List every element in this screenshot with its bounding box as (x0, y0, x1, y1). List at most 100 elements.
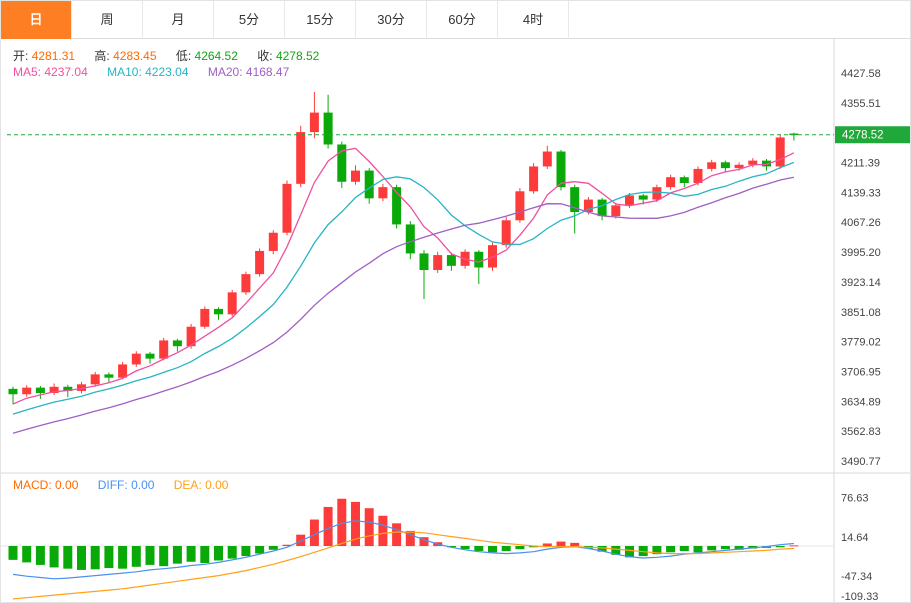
macd-bar (63, 546, 73, 569)
macd-bar (679, 546, 689, 552)
ohlc-summary: 开: 4281.31 高: 4283.45 低: 4264.52 收: 4278… (13, 47, 335, 64)
candle-body (762, 160, 771, 167)
candle-body (652, 187, 662, 200)
candle-body (337, 144, 347, 182)
macd-bar (501, 546, 511, 552)
price-axis-tick: 3779.02 (841, 337, 881, 349)
candle-body (241, 274, 251, 293)
candle-body (775, 137, 785, 167)
tab-day[interactable]: 日 (1, 1, 72, 39)
price-axis-tick: 3562.83 (841, 426, 881, 438)
dea-field: DEA: 0.00 (173, 478, 229, 492)
candle-body (77, 384, 86, 391)
high-field: 高: 4283.45 (94, 49, 157, 63)
macd-bar (159, 546, 169, 567)
ma20-value: 4168.47 (245, 65, 290, 79)
candle-body (145, 353, 155, 359)
ma10-field: MA10: 4223.04 (107, 65, 189, 79)
macd-bar (666, 546, 676, 553)
chart-canvas[interactable]: 4278.52 4427.58 4355.51 4211.39 4139.33 4067.… (1, 39, 910, 603)
macd-bar (652, 546, 662, 555)
price-axis-tick: 3995.20 (841, 247, 881, 259)
macd-bar (351, 501, 360, 546)
macd-bar (77, 546, 86, 570)
candle-body (104, 374, 114, 378)
macd-bar (49, 546, 59, 568)
macd-summary: MACD: 0.00 DIFF: 0.00 DEA: 0.00 (13, 478, 244, 492)
chart-svg: 4278.52 4427.58 4355.51 4211.39 4139.33 4067.… (1, 39, 910, 603)
macd-axis-tick: -109.33 (841, 591, 878, 603)
candle-body (255, 250, 265, 275)
tab-week[interactable]: 周 (72, 1, 143, 39)
low-value: 4264.52 (194, 49, 238, 63)
macd-bar (35, 546, 45, 565)
macd-bar (378, 515, 388, 546)
ma20-line (12, 176, 795, 434)
ma5-line (12, 147, 795, 405)
macd-bar (748, 546, 758, 549)
tab-month[interactable]: 月 (143, 1, 214, 39)
macd-bar (214, 546, 223, 561)
price-axis-tick: 3851.08 (841, 307, 881, 319)
macd-bar (488, 546, 497, 553)
candle-body (118, 364, 128, 378)
macd-bar (241, 546, 251, 557)
macd-histogram (8, 498, 799, 570)
macd-bar (22, 546, 32, 563)
macd-bar (296, 534, 306, 546)
axis-labels: 4427.58 4355.51 4211.39 4139.33 4067.26 3995.… (841, 68, 881, 603)
macd-bar (515, 546, 525, 550)
macd-bar (529, 546, 539, 548)
candle-body (159, 340, 169, 359)
candle-body (529, 166, 539, 192)
candle-body (707, 162, 717, 169)
macd-bar (227, 546, 237, 559)
macd-bar (556, 541, 566, 546)
tab-5min[interactable]: 5分 (214, 1, 285, 39)
candle-body (323, 112, 333, 145)
tab-4hour[interactable]: 4时 (498, 1, 569, 39)
macd-bar (542, 543, 552, 546)
candle-body (392, 187, 402, 225)
price-axis-tick: 4211.39 (841, 158, 880, 170)
current-price-tag-value: 4278.52 (842, 130, 884, 142)
candle-body (419, 253, 429, 270)
candle-body (625, 195, 634, 206)
price-axis-tick: 3923.14 (841, 277, 881, 289)
close-value: 4278.52 (275, 49, 320, 63)
macd-bar (255, 546, 265, 554)
grid-layer (1, 39, 910, 602)
diff-field: DIFF: 0.00 (97, 478, 155, 492)
candle-body (433, 255, 443, 270)
timeframe-tabs: 日 周 月 5分 15分 30分 60分 4时 (1, 1, 910, 39)
macd-bar (337, 498, 347, 546)
macd-bar (597, 546, 607, 552)
price-axis-tick: 4139.33 (841, 187, 881, 199)
price-axis-tick: 3706.95 (841, 366, 881, 378)
macd-bar (104, 546, 114, 569)
candle-body (35, 387, 45, 394)
candle-body (542, 151, 552, 167)
candle-body (720, 162, 730, 169)
macd-axis-tick: 14.64 (841, 532, 869, 544)
tab-60min[interactable]: 60分 (427, 1, 498, 39)
macd-bar (392, 523, 402, 546)
macd-bar (419, 537, 429, 546)
ma20-field: MA20: 4168.47 (207, 65, 290, 79)
macd-value: 0.00 (55, 478, 79, 492)
candle-body (378, 187, 388, 199)
open-field: 开: 4281.31 (13, 49, 76, 63)
macd-bar (186, 546, 196, 562)
candle-body (214, 308, 223, 315)
tab-30min[interactable]: 30分 (356, 1, 427, 39)
candle-body (63, 386, 73, 391)
low-field: 低: 4264.52 (175, 49, 238, 63)
candle-body (570, 187, 580, 213)
tab-15min[interactable]: 15分 (285, 1, 356, 39)
candle-body (186, 326, 196, 347)
macd-bar (90, 546, 100, 570)
price-axis-tick: 3490.77 (841, 456, 881, 468)
overlay-layer: 4278.52 (7, 126, 910, 144)
candles-layer (8, 91, 799, 405)
candle-body (666, 177, 676, 188)
